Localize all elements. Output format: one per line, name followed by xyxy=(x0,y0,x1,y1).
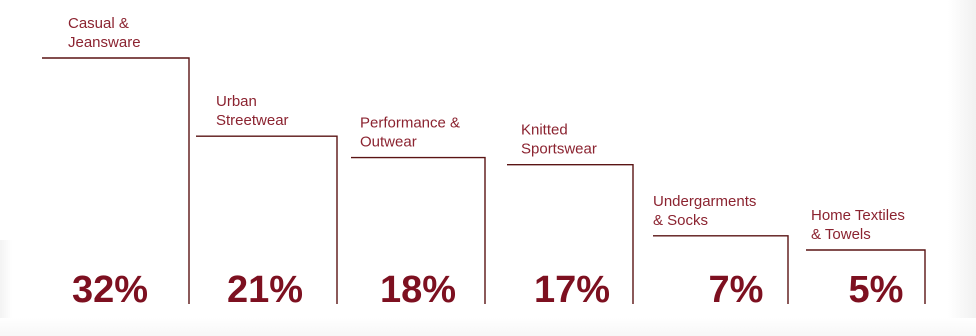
left-edge-shade xyxy=(0,240,12,336)
category-label-line: Undergarments xyxy=(653,193,756,210)
category-label-line: & Socks xyxy=(653,212,708,229)
category-label-4: Knitted Sportswear xyxy=(521,122,597,158)
category-label-line: Urban xyxy=(216,93,257,110)
category-label-line: Streetwear xyxy=(216,112,289,129)
category-label-line: Outwear xyxy=(360,134,417,151)
category-label-5: Undergarments & Socks xyxy=(653,193,756,229)
category-label-line: Casual & xyxy=(68,15,129,32)
chart-bars xyxy=(42,57,926,304)
category-label-line: Knitted xyxy=(521,122,568,139)
category-label-line: Performance & xyxy=(360,115,460,132)
category-label-3: Performance & Outwear xyxy=(360,115,460,151)
category-label-line: Jeansware xyxy=(68,34,141,51)
category-label-line: Sportswear xyxy=(521,141,597,158)
value-label-1: 32% xyxy=(72,269,148,311)
bar-5 xyxy=(653,235,789,304)
value-labels: 32% 21% 18% 17% 7% 5% xyxy=(72,269,903,311)
category-label-2: Urban Streetwear xyxy=(216,93,289,129)
bottom-edge-shade xyxy=(0,318,976,336)
right-edge-shade xyxy=(948,0,976,336)
category-label-1: Casual & Jeansware xyxy=(68,15,141,51)
category-label-line: Home Textiles xyxy=(811,207,905,224)
category-label-line: & Towels xyxy=(811,226,871,243)
bar-6 xyxy=(806,249,926,304)
category-label-6: Home Textiles & Towels xyxy=(811,207,905,243)
bar-4 xyxy=(507,163,634,304)
value-label-3: 18% xyxy=(380,269,456,311)
bar-1 xyxy=(42,57,190,304)
value-label-6: 5% xyxy=(849,269,904,311)
value-label-4: 17% xyxy=(534,269,610,311)
category-labels: Casual & Jeansware Urban Streetwear Performa… xyxy=(68,15,905,243)
value-label-5: 7% xyxy=(709,269,764,311)
value-label-2: 21% xyxy=(227,269,303,311)
bar-3 xyxy=(351,156,486,304)
bar-2 xyxy=(196,135,338,304)
